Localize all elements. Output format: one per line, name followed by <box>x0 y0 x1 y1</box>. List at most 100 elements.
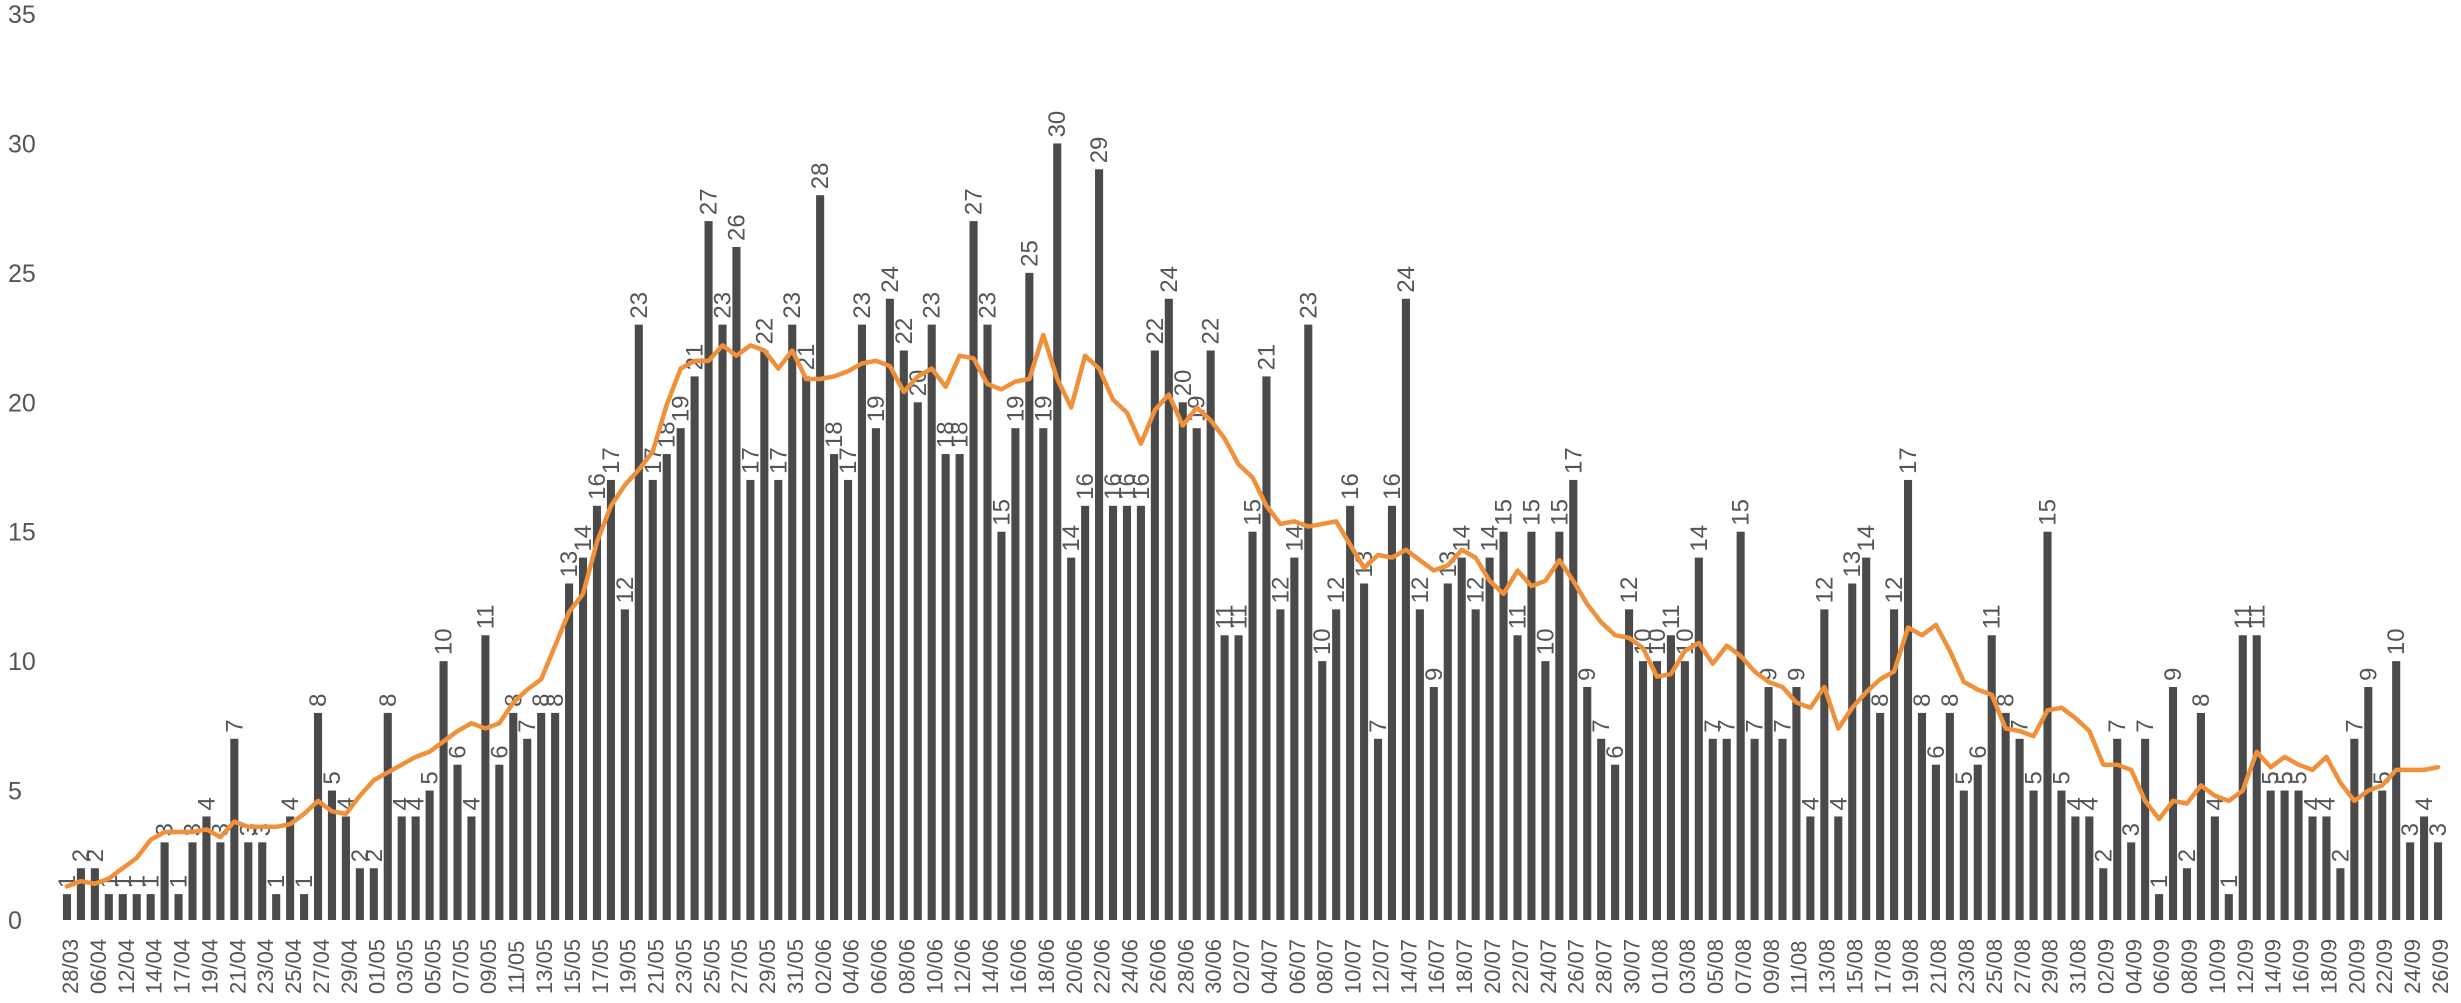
data-label-66: 23 <box>975 292 1002 319</box>
bar-9 <box>188 842 197 920</box>
data-label-85: 15 <box>1240 499 1267 526</box>
x-tick-label-48: 14/07 <box>1396 939 1421 994</box>
bar-15 <box>272 894 281 920</box>
data-label-114: 10 <box>1644 628 1671 655</box>
bar-85 <box>1248 531 1257 920</box>
bar-3 <box>104 894 113 920</box>
data-label-161: 4 <box>2300 797 2327 810</box>
data-label-129: 14 <box>1853 525 1880 552</box>
x-tick-label-57: 01/08 <box>1647 939 1672 994</box>
data-label-147: 7 <box>2104 719 2131 732</box>
bar-8 <box>174 894 183 920</box>
bar-133 <box>1917 712 1927 920</box>
x-tick-label-33: 14/06 <box>978 939 1003 994</box>
data-label-136: 5 <box>1951 771 1978 784</box>
data-label-65: 27 <box>961 188 988 215</box>
bar-59 <box>885 298 894 920</box>
bar-24 <box>397 816 406 920</box>
bar-23 <box>383 712 392 920</box>
data-label-57: 23 <box>849 292 876 319</box>
data-label-17: 1 <box>291 875 318 888</box>
y-axis: 0 5 10 15 20 25 30 35 <box>8 1 36 935</box>
data-label-12: 7 <box>221 719 248 732</box>
bar-88 <box>1290 557 1299 920</box>
x-tick-label-38: 24/06 <box>1118 939 1143 994</box>
bar-83 <box>1220 635 1229 920</box>
bar-164 <box>2350 738 2359 920</box>
bar-149 <box>2141 738 2150 920</box>
data-label-40: 12 <box>612 577 639 604</box>
x-tick-label-69: 25/08 <box>1982 939 2007 994</box>
bar-76 <box>1122 505 1132 920</box>
data-label-73: 16 <box>1072 473 1099 500</box>
x-tick-label-74: 04/09 <box>2121 939 2146 994</box>
data-label-74: 29 <box>1086 137 1113 164</box>
data-label-44: 19 <box>668 395 695 422</box>
bar-148 <box>2127 842 2136 920</box>
data-label-96: 24 <box>1393 266 1420 293</box>
data-label-132: 17 <box>1895 447 1922 474</box>
data-label-88: 14 <box>1281 525 1308 552</box>
bar-154 <box>2210 816 2219 920</box>
x-tick-label-75: 06/09 <box>2149 939 2174 994</box>
bar-103 <box>1499 531 1508 920</box>
data-label-4: 1 <box>110 875 137 888</box>
bar-68 <box>1011 428 1020 920</box>
x-tick-label-26: 31/05 <box>783 939 808 994</box>
y-tick-label-7: 35 <box>8 1 36 29</box>
data-label-38: 16 <box>584 473 611 500</box>
x-tick-label-45: 08/07 <box>1313 939 1338 994</box>
data-label-91: 12 <box>1323 577 1350 604</box>
x-tick-label-59: 05/08 <box>1703 939 1728 994</box>
data-label-158: 5 <box>2258 771 2285 784</box>
x-tick-label-78: 12/09 <box>2233 939 2258 994</box>
x-tick-label-22: 23/05 <box>671 939 696 994</box>
bar-110 <box>1597 738 1606 920</box>
x-tick-label-12: 03/05 <box>393 939 418 994</box>
x-tick-label-0: 28/03 <box>58 939 83 994</box>
data-label-27: 10 <box>431 628 458 655</box>
bar-160 <box>2294 790 2303 920</box>
data-label-120: 15 <box>1728 499 1755 526</box>
data-label-151: 9 <box>2160 668 2187 681</box>
bar-107 <box>1555 531 1564 920</box>
bar-2 <box>90 868 99 920</box>
bar-33 <box>523 738 532 920</box>
x-tick-label-67: 21/08 <box>1926 939 1951 994</box>
bar-135 <box>1945 712 1954 920</box>
bar-131 <box>1890 609 1899 920</box>
bar-40 <box>620 609 629 920</box>
bar-30 <box>481 635 490 920</box>
bar-4 <box>118 894 127 920</box>
x-tick-label-2: 12/04 <box>114 939 139 994</box>
data-label-52: 23 <box>779 292 806 319</box>
bar-136 <box>1959 790 1968 920</box>
bar-96 <box>1401 298 1410 920</box>
bar-73 <box>1081 505 1090 920</box>
data-label-19: 5 <box>319 771 346 784</box>
bar-146 <box>2099 868 2108 920</box>
data-label-78: 22 <box>1142 318 1169 345</box>
bar-78 <box>1150 350 1159 920</box>
bar-55 <box>830 454 839 920</box>
bar-129 <box>1862 557 1871 920</box>
data-label-47: 23 <box>710 292 737 319</box>
x-tick-label-56: 30/07 <box>1619 939 1644 994</box>
x-tick-label-9: 27/04 <box>309 939 334 994</box>
x-tick-label-83: 22/09 <box>2372 939 2397 994</box>
x-tick-label-58: 03/08 <box>1675 939 1700 994</box>
bar-67 <box>997 531 1006 920</box>
data-label-102: 14 <box>1477 525 1504 552</box>
bar-99 <box>1443 583 1452 920</box>
bar-48 <box>732 246 741 921</box>
bar-81 <box>1192 428 1201 920</box>
bar-93 <box>1360 583 1369 920</box>
bar-161 <box>2308 816 2317 920</box>
data-label-22: 2 <box>361 849 388 862</box>
x-tick-label-39: 26/06 <box>1145 939 1170 994</box>
bar-39 <box>606 479 615 920</box>
bar-116 <box>1680 661 1689 920</box>
data-label-76: 16 <box>1114 473 1141 500</box>
bar-16 <box>286 816 295 920</box>
bar-119 <box>1722 738 1731 920</box>
